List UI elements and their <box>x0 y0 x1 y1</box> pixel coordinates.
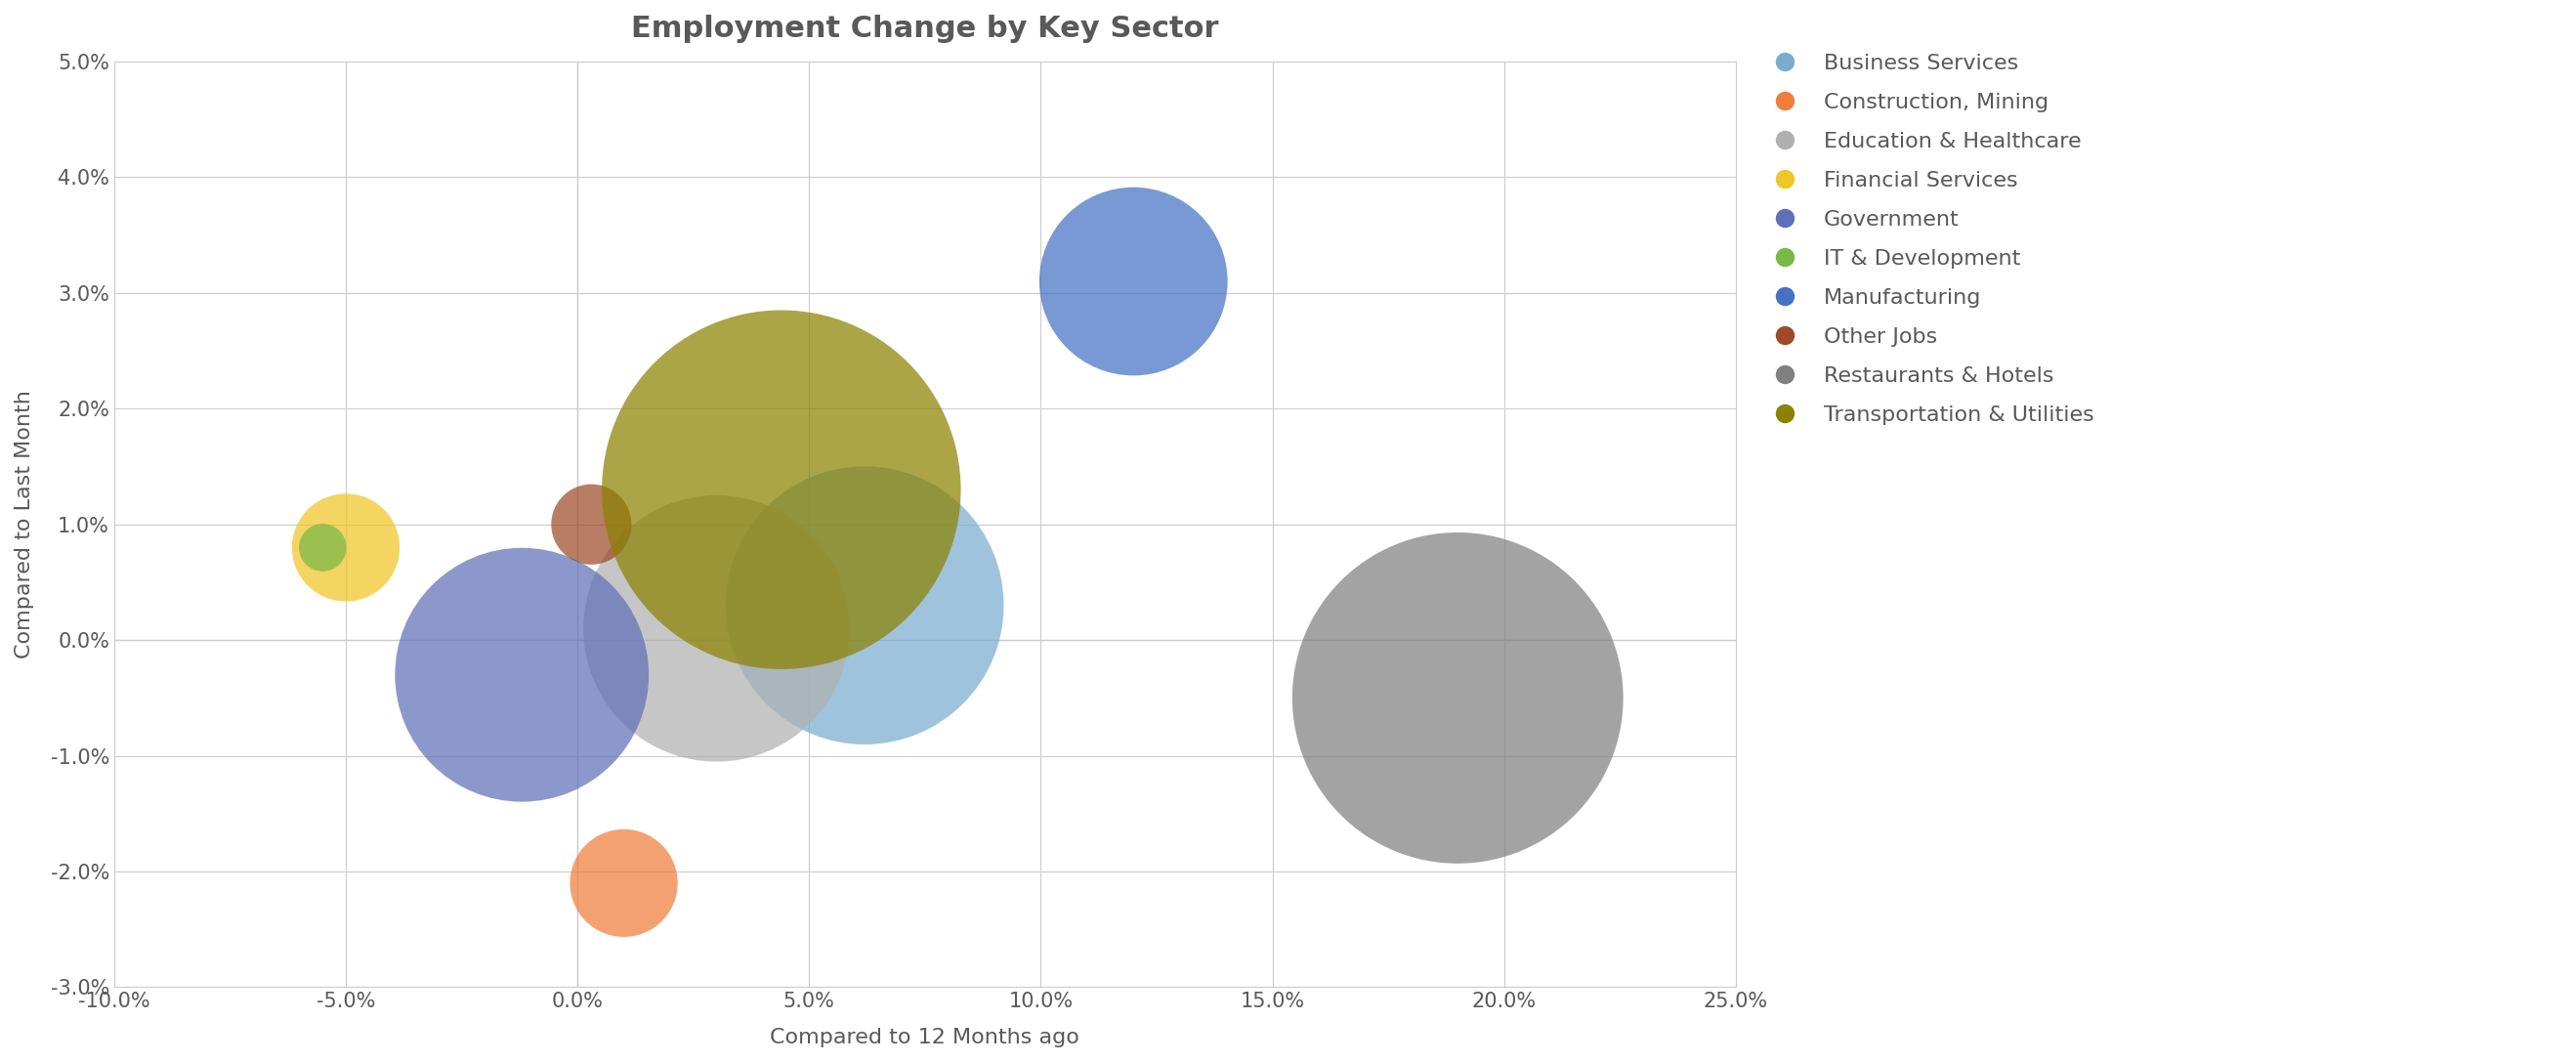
Point <box>603 875 644 892</box>
Point <box>845 597 886 614</box>
Title: Employment Change by Key Sector: Employment Change by Key Sector <box>631 15 1218 42</box>
Point <box>1113 273 1154 290</box>
Point <box>301 539 343 556</box>
Point <box>502 666 544 683</box>
Y-axis label: Compared to Last Month: Compared to Last Month <box>15 390 33 658</box>
Point <box>325 539 366 556</box>
Point <box>572 516 613 533</box>
Point <box>760 481 801 498</box>
Legend: Business Services, Construction, Mining, Education & Healthcare, Financial Servi: Business Services, Construction, Mining,… <box>1762 54 2094 425</box>
Point <box>696 620 737 637</box>
X-axis label: Compared to 12 Months ago: Compared to 12 Months ago <box>770 1028 1079 1047</box>
Point <box>1437 689 1479 706</box>
